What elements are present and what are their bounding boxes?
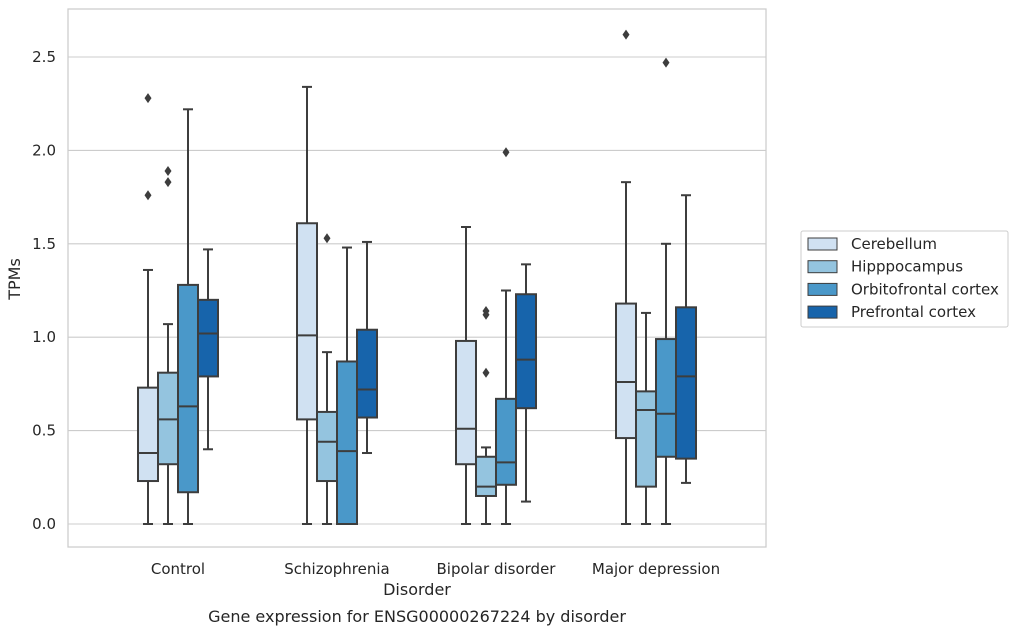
box-prefrontal-cortex bbox=[356, 240, 378, 455]
x-axis-label: Disorder bbox=[383, 580, 451, 599]
box-iqr bbox=[336, 360, 358, 526]
box-iqr bbox=[515, 293, 537, 410]
box-orbitofrontal-cortex bbox=[655, 57, 677, 525]
legend-swatch bbox=[807, 282, 838, 296]
box-cerebellum bbox=[137, 93, 159, 525]
box-prefrontal-cortex bbox=[515, 263, 537, 503]
box-hipppocampus bbox=[475, 306, 497, 525]
outlier-point bbox=[144, 190, 152, 201]
box-iqr bbox=[675, 306, 697, 460]
x-tick-labels: Control Schizophrenia Bipolar disorder Majo… bbox=[151, 560, 720, 578]
box-iqr bbox=[655, 338, 677, 458]
y-tick-label: 2.5 bbox=[32, 48, 56, 66]
legend-frame bbox=[800, 230, 1009, 328]
box-iqr bbox=[455, 339, 477, 466]
box-hipppocampus bbox=[316, 233, 338, 525]
legend: Cerebellum Hipppocampus Orbitofrontal cort… bbox=[800, 230, 1009, 328]
legend-swatch bbox=[807, 260, 838, 274]
box-iqr bbox=[495, 397, 517, 486]
box-iqr bbox=[316, 410, 338, 483]
outlier-point bbox=[662, 57, 670, 68]
y-tick-label: 1.0 bbox=[32, 328, 56, 346]
box-iqr bbox=[615, 302, 637, 440]
box-iqr bbox=[475, 455, 497, 497]
box-iqr bbox=[137, 386, 159, 483]
chart-caption: Gene expression for ENSG00000267224 by d… bbox=[208, 607, 626, 626]
x-tick-label: Control bbox=[151, 560, 205, 578]
legend-label: Cerebellum bbox=[851, 235, 937, 253]
box-cerebellum bbox=[615, 29, 637, 525]
box-cerebellum bbox=[296, 85, 318, 525]
legend-swatch bbox=[807, 237, 838, 251]
outlier-point bbox=[323, 233, 331, 244]
x-tick-label: Schizophrenia bbox=[284, 560, 389, 578]
box-iqr bbox=[635, 390, 657, 488]
y-tick-label: 0.5 bbox=[32, 422, 56, 440]
y-tick-label: 0.0 bbox=[32, 515, 56, 533]
box-orbitofrontal-cortex bbox=[177, 108, 199, 525]
box-hipppocampus bbox=[635, 311, 657, 525]
legend-label: Hipppocampus bbox=[851, 258, 963, 276]
box-iqr bbox=[296, 222, 318, 421]
box-iqr bbox=[197, 298, 219, 378]
box-orbitofrontal-cortex bbox=[336, 246, 358, 526]
outlier-point bbox=[164, 165, 172, 176]
legend-label: Prefrontal cortex bbox=[851, 303, 976, 321]
box-cerebellum bbox=[455, 225, 477, 525]
y-tick-label: 2.0 bbox=[32, 141, 56, 159]
y-tick-labels: 0.0 0.5 1.0 1.5 2.0 2.5 bbox=[32, 48, 56, 533]
y-axis-label: TPMs bbox=[5, 258, 24, 301]
x-tick-label: Major depression bbox=[592, 560, 720, 578]
outlier-point bbox=[482, 306, 490, 317]
box-prefrontal-cortex bbox=[675, 194, 697, 484]
y-tick-label: 1.5 bbox=[32, 235, 56, 253]
box-iqr bbox=[356, 328, 378, 419]
legend-swatch bbox=[807, 305, 838, 319]
outlier-point bbox=[144, 93, 152, 104]
box-prefrontal-cortex bbox=[197, 248, 219, 451]
x-tick-label: Bipolar disorder bbox=[437, 560, 557, 578]
outlier-point bbox=[482, 367, 490, 378]
outlier-point bbox=[502, 147, 510, 158]
box-plots bbox=[137, 29, 697, 526]
box-iqr bbox=[177, 283, 199, 494]
legend-label: Orbitofrontal cortex bbox=[851, 280, 999, 298]
plot-frame bbox=[67, 8, 767, 548]
outlier-point bbox=[622, 29, 630, 40]
outlier-point bbox=[164, 177, 172, 188]
box-hipppocampus bbox=[157, 165, 179, 525]
box-orbitofrontal-cortex bbox=[495, 147, 517, 525]
